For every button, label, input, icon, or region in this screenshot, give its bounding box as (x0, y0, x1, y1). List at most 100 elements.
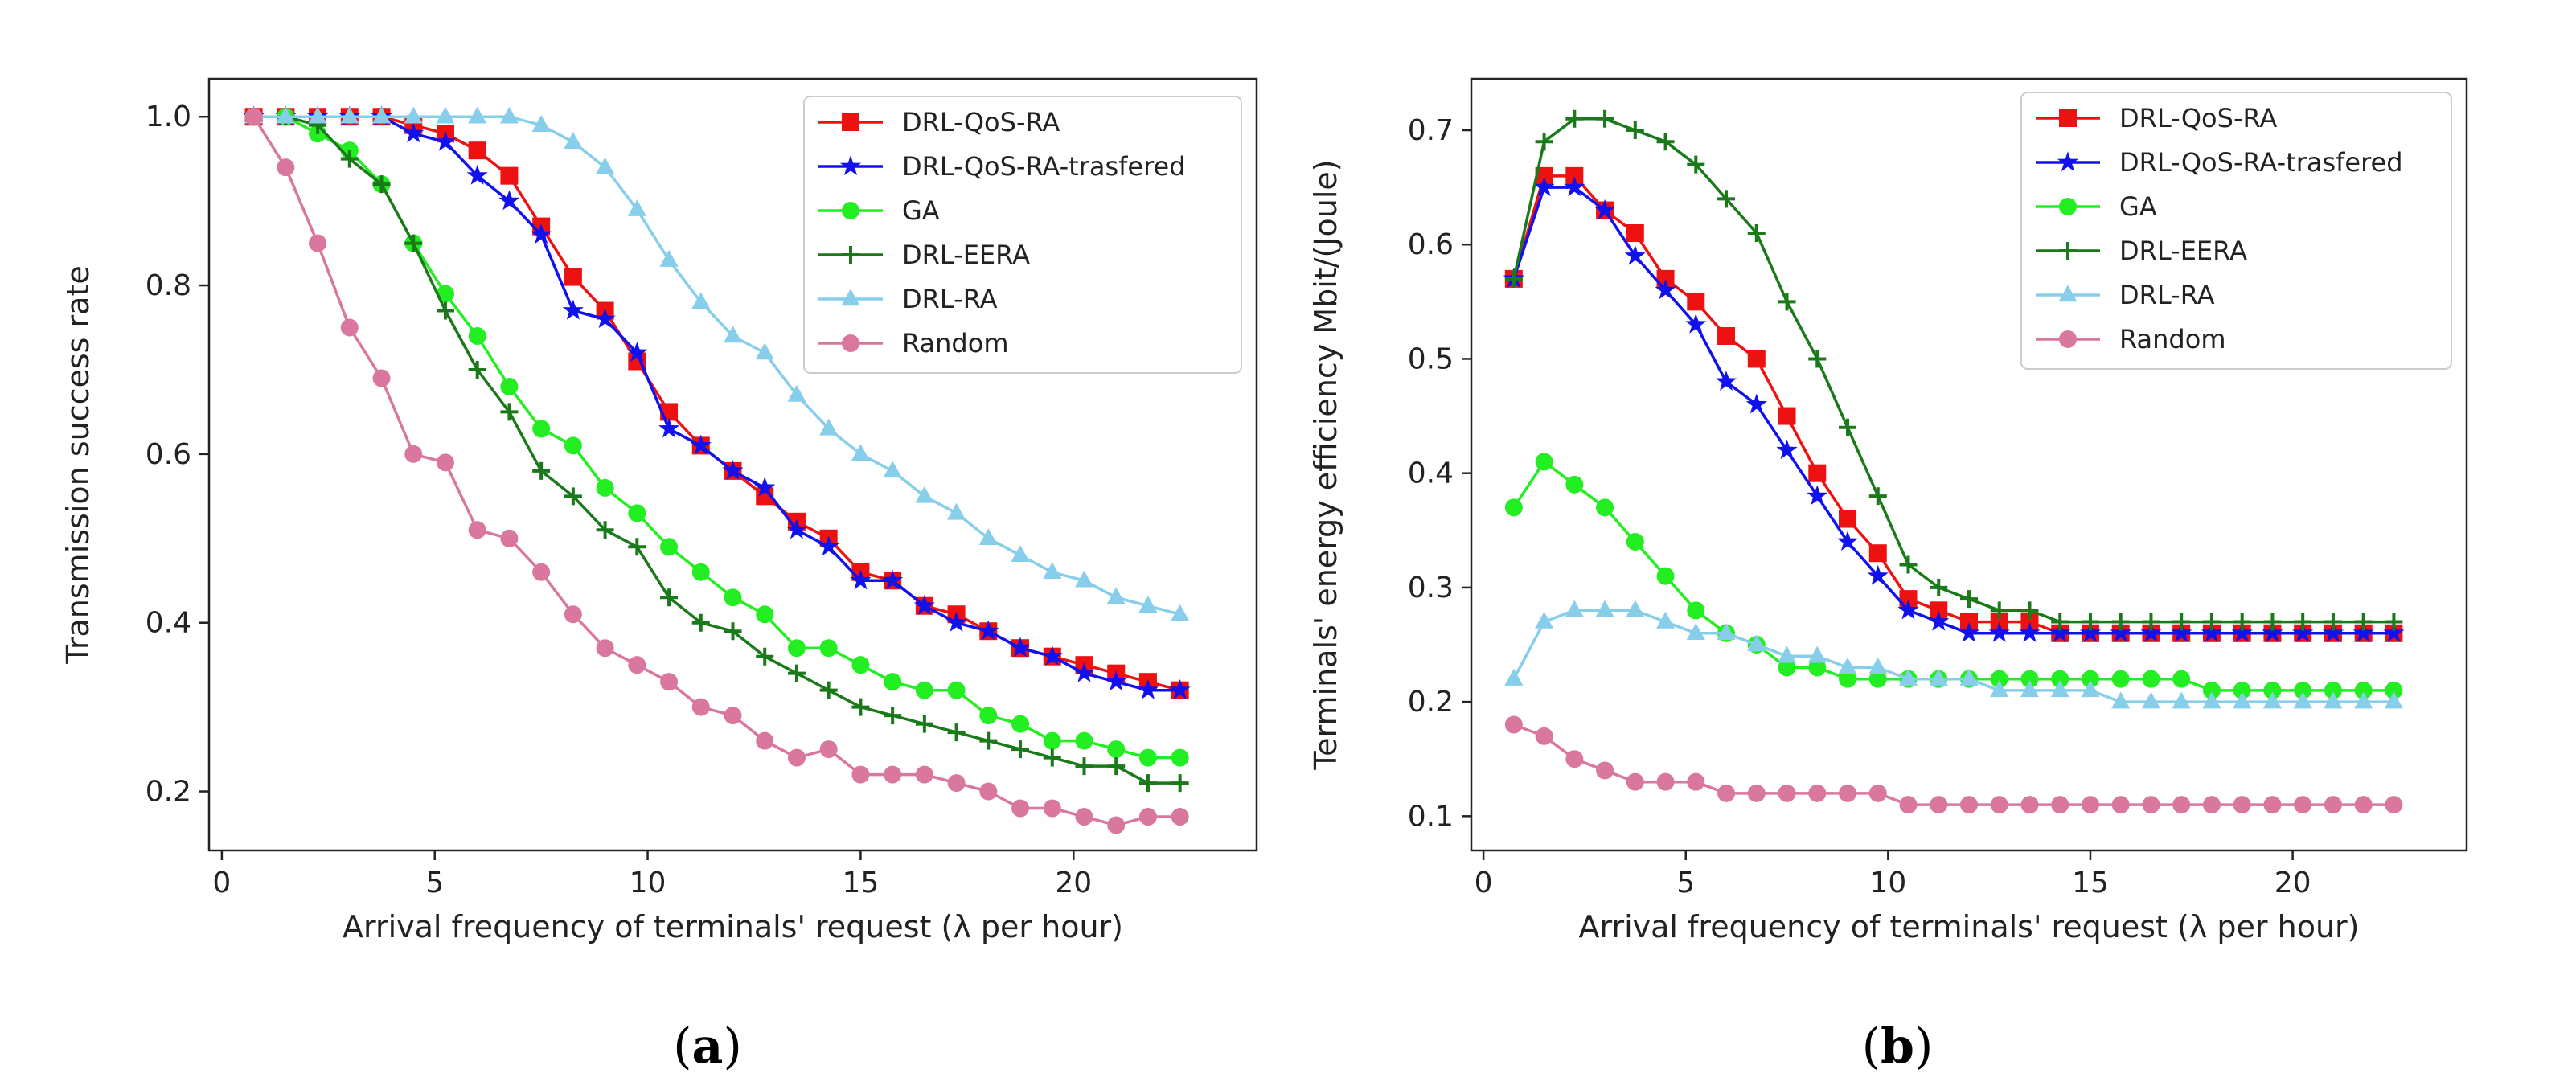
panel-label-letter: a (692, 1018, 724, 1075)
x-tick-label: 0 (212, 867, 231, 899)
y-tick-label: 0.1 (1408, 800, 1454, 833)
data-point (2142, 796, 2160, 814)
legend-swatch-marker (841, 289, 860, 306)
data-point (1776, 439, 1798, 460)
data-point (1868, 784, 1887, 802)
data-point (1075, 731, 1093, 750)
data-point (850, 569, 872, 590)
data-point (819, 418, 839, 436)
data-point (1990, 680, 2009, 698)
legend-item: DRL-QoS-RA (818, 107, 1060, 137)
legend-item: DRL-EERA (818, 240, 1030, 270)
data-point (498, 190, 520, 211)
x-tick-label: 5 (425, 867, 444, 899)
legend-label: DRL-EERA (902, 240, 1030, 270)
data-point (756, 731, 774, 750)
data-point (915, 681, 933, 699)
legend-label: DRL-QoS-RA-trasfered (902, 151, 1186, 182)
data-point (660, 673, 679, 691)
panel-label-letter: b (1881, 1018, 1914, 1075)
data-point (2051, 796, 2069, 814)
data-point (1685, 313, 1707, 334)
data-point (562, 299, 584, 320)
data-point (1990, 670, 2008, 688)
data-point (1011, 715, 1030, 733)
data-point (2262, 622, 2283, 642)
data-point (1899, 555, 1918, 574)
data-point (756, 647, 774, 666)
data-point (2383, 622, 2405, 642)
data-point (1990, 601, 2008, 620)
data-point (1778, 658, 1796, 677)
data-point (2172, 670, 2191, 688)
y-tick-label: 0.7 (1408, 114, 1454, 147)
data-point (884, 673, 902, 691)
data-point (786, 518, 807, 539)
data-point (2384, 691, 2403, 709)
data-point (244, 108, 263, 126)
data-point (2324, 796, 2342, 814)
data-point (499, 106, 519, 124)
data-point (500, 166, 519, 185)
data-point (1535, 453, 1553, 471)
data-point (2202, 691, 2221, 709)
data-point (1073, 662, 1095, 682)
data-point (1930, 796, 1948, 814)
data-point (1778, 407, 1796, 425)
data-point (1839, 418, 1857, 436)
data-point (691, 292, 711, 309)
data-point (2020, 796, 2039, 814)
data-point (308, 106, 327, 124)
y-tick-label: 0.5 (1408, 342, 1454, 375)
data-point (851, 698, 870, 716)
legend-swatch-marker (842, 246, 859, 264)
data-point (1626, 224, 1644, 242)
data-point (532, 563, 551, 581)
data-point (2324, 691, 2343, 709)
data-point (2081, 613, 2099, 631)
data-point (1898, 669, 1918, 686)
legend-label: GA (902, 195, 940, 226)
data-point (787, 639, 806, 658)
data-point (1930, 601, 1948, 620)
data-point (1928, 610, 1950, 631)
y-tick-label: 0.8 (146, 269, 191, 302)
data-point (1565, 750, 1584, 768)
data-point (2324, 613, 2342, 631)
data-point (1990, 796, 2008, 814)
data-point (468, 106, 487, 124)
data-point (436, 301, 454, 320)
data-point (2233, 796, 2251, 814)
data-point (309, 234, 327, 252)
data-point (594, 308, 616, 329)
data-point (340, 318, 359, 337)
legend-swatch-marker (839, 155, 862, 176)
series-drl-eera (1504, 109, 2403, 631)
data-point (660, 538, 679, 556)
data-point (1533, 176, 1555, 197)
data-point (884, 707, 902, 725)
data-point (1778, 293, 1796, 311)
data-point (1138, 596, 1158, 613)
data-point (1777, 645, 1797, 663)
data-point (466, 164, 488, 185)
data-point (947, 774, 966, 793)
x-tick-label: 10 (630, 867, 667, 899)
data-point (372, 369, 391, 387)
legend-label: DRL-QoS-RA (2119, 103, 2277, 133)
panel-label: (b) (1862, 1018, 1934, 1075)
data-point (1808, 784, 1827, 802)
legend-swatch-marker (2059, 109, 2077, 127)
data-point (1656, 133, 1675, 151)
data-point (1043, 731, 1061, 750)
series-drl-eera (244, 108, 1189, 793)
data-point (596, 478, 614, 497)
data-point (2172, 691, 2191, 709)
data-point (276, 106, 295, 124)
data-point (628, 504, 646, 522)
x-tick-label: 15 (842, 867, 879, 899)
panel-label-open: ( (673, 1018, 691, 1075)
data-point (1504, 498, 1523, 517)
data-point (1747, 784, 1766, 802)
data-point (2385, 681, 2403, 699)
